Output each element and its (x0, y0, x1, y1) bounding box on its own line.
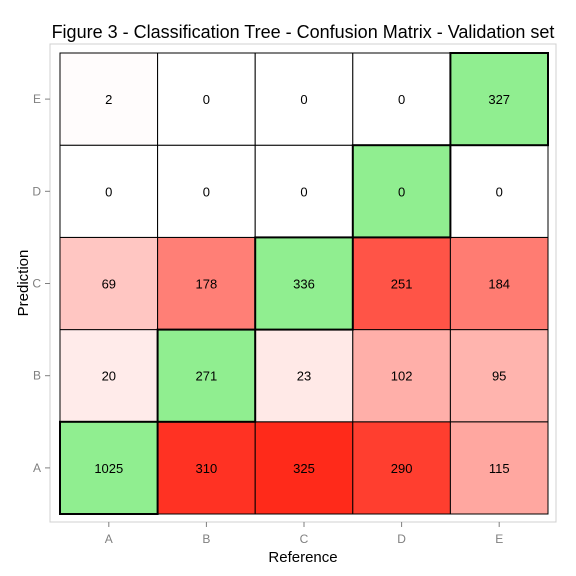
heatmap-cell-b-c (254, 329, 354, 423)
y-tick-label: E (33, 92, 41, 106)
x-tick-label: C (300, 532, 309, 546)
y-axis-title: Prediction (15, 250, 32, 317)
heatmap-cell-a-e (449, 421, 549, 515)
diagonal-cell-outline (59, 420, 159, 515)
cell-value-label: 251 (391, 277, 413, 292)
cell-value-label: 0 (300, 184, 307, 199)
cell-value-label: 327 (488, 92, 510, 107)
heatmap-cell-a-b (157, 421, 256, 515)
cell-value-label: 0 (398, 184, 405, 199)
cell-value-label: 95 (492, 369, 506, 384)
cell-value-label: 0 (203, 92, 210, 107)
diagonal-cell-outline (254, 236, 354, 331)
x-tick-label: D (397, 532, 406, 546)
cell-value-label: 20 (102, 369, 116, 384)
x-axis-title: Reference (268, 549, 337, 566)
heatmap-cell-c-c (254, 236, 354, 331)
cell-value-label: 0 (203, 184, 210, 199)
heatmap-cell-b-a (59, 329, 159, 423)
cell-value-label: 115 (489, 461, 510, 476)
heatmap-cell-c-d (352, 236, 451, 331)
x-tick-label: A (105, 532, 113, 546)
cell-value-label: 1025 (94, 461, 123, 476)
y-tick-label: A (33, 461, 41, 475)
cell-value-label: 290 (391, 461, 413, 476)
chart-title: Figure 3 - Classification Tree - Confusi… (52, 22, 555, 42)
y-tick-label: B (33, 369, 41, 383)
heatmap-cell-c-e (449, 236, 549, 331)
cell-value-label: 271 (196, 369, 218, 384)
heatmap-cell-b-e (449, 329, 549, 423)
axis-ticks: A B C D E A B C D E (32, 92, 503, 546)
cell-value-label: 336 (293, 277, 315, 292)
diagonal-cell-outline (156, 328, 257, 423)
cell-value-label: 325 (293, 461, 315, 476)
diagonal-cell-outline (449, 52, 549, 147)
cell-value-label: 0 (496, 184, 503, 199)
cell-value-label: 0 (398, 92, 405, 107)
cell-value-label: 2 (105, 92, 112, 107)
cell-value-label: 0 (300, 92, 307, 107)
diagonal-cell-outline (351, 144, 452, 239)
heatmap-cell-c-b (157, 236, 256, 331)
cell-value-label: 23 (297, 369, 311, 384)
heatmap-cell-b-d (352, 329, 451, 423)
y-tick-label: C (32, 277, 41, 291)
cell-value-label: 310 (196, 461, 218, 476)
cell-value-label: 102 (391, 369, 413, 384)
heatmap-cell-e-d (352, 52, 451, 146)
cell-value-label: 178 (196, 277, 218, 292)
heatmap-cell-e-b (157, 52, 256, 146)
heatmap-cell-c-a (59, 236, 159, 331)
heatmap-cell-e-c (254, 52, 354, 146)
x-tick-label: E (495, 532, 503, 546)
cell-value-label: 0 (105, 184, 112, 199)
heatmap-cell-a-d (352, 421, 451, 515)
y-tick-label: D (32, 184, 41, 198)
x-tick-label: B (202, 532, 210, 546)
cell-value-label: 69 (102, 277, 116, 292)
heatmap-cell-e-a (59, 52, 159, 146)
cell-value-label: 184 (488, 277, 510, 292)
heatmap-cell-d-c (254, 144, 354, 238)
